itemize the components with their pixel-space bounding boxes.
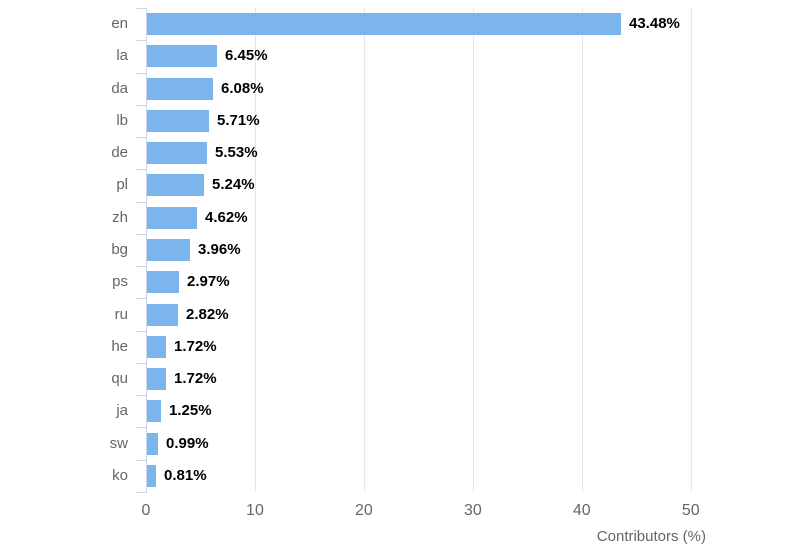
category-label: ps [112,273,128,290]
x-tick-label: 50 [681,502,700,519]
category-axis-tick [136,137,146,138]
category-label: bg [111,241,128,258]
value-label: 2.82% [186,306,229,323]
value-label: 6.45% [225,47,268,64]
x-axis-title: Contributors (%) [596,528,706,545]
category-label: da [111,80,128,97]
value-label: 2.97% [187,273,230,290]
category-axis-tick [136,169,146,170]
category-axis-tick [136,105,146,106]
category-axis-tick [136,492,146,493]
category-label: he [111,338,128,355]
bar[interactable] [147,45,217,67]
category-label: la [116,47,128,64]
x-tick-label: 20 [354,502,373,519]
gridline [472,8,474,492]
value-label: 5.71% [217,112,260,129]
x-tick-label: 10 [246,502,264,519]
bar[interactable] [147,239,190,261]
gridline [363,8,365,492]
bar[interactable] [147,13,621,35]
category-label: en [111,15,128,32]
category-label: lb [116,112,128,129]
x-tick-label: 40 [572,502,591,519]
bar[interactable] [147,336,166,358]
value-label: 3.96% [198,241,241,258]
category-label: sw [109,435,128,452]
value-label: 1.72% [174,370,217,387]
bar[interactable] [147,78,213,100]
category-axis-tick [136,40,146,41]
category-label: pl [116,176,128,193]
value-label: 6.08% [221,80,264,97]
bar[interactable] [147,207,197,229]
value-label: 1.25% [169,402,212,419]
category-axis-tick [136,234,146,235]
category-axis-tick [136,298,146,299]
gridline [690,8,692,492]
value-label: 43.48% [629,15,680,32]
value-label: 0.81% [164,467,207,484]
bar[interactable] [147,433,158,455]
category-label: zh [112,209,128,226]
category-axis-tick [136,460,146,461]
bar[interactable] [147,142,207,164]
gridline [254,8,256,492]
category-label: ru [114,306,128,323]
bar[interactable] [147,465,156,487]
bar[interactable] [147,174,204,196]
category-axis-line [146,8,147,493]
category-axis-tick [136,266,146,267]
value-label: 1.72% [174,338,217,355]
category-axis-tick [136,427,146,428]
category-axis-tick [136,73,146,74]
gridline [581,8,583,492]
value-label: 4.62% [205,209,248,226]
value-label: 5.24% [212,176,255,193]
category-axis-tick [136,331,146,332]
bar[interactable] [147,304,178,326]
category-axis-tick [136,8,146,9]
category-label: qu [111,370,128,387]
category-axis-tick [136,363,146,364]
value-label: 5.53% [215,144,258,161]
bar[interactable] [147,110,209,132]
category-axis-tick [136,202,146,203]
category-label: ja [116,402,128,419]
category-axis-tick [136,395,146,396]
value-label: 0.99% [166,435,209,452]
x-tick-label: 0 [141,502,151,519]
category-label: de [111,144,128,161]
bar[interactable] [147,271,179,293]
bar[interactable] [147,368,166,390]
x-tick-label: 30 [463,502,482,519]
category-label: ko [112,467,128,484]
bar[interactable] [147,400,161,422]
